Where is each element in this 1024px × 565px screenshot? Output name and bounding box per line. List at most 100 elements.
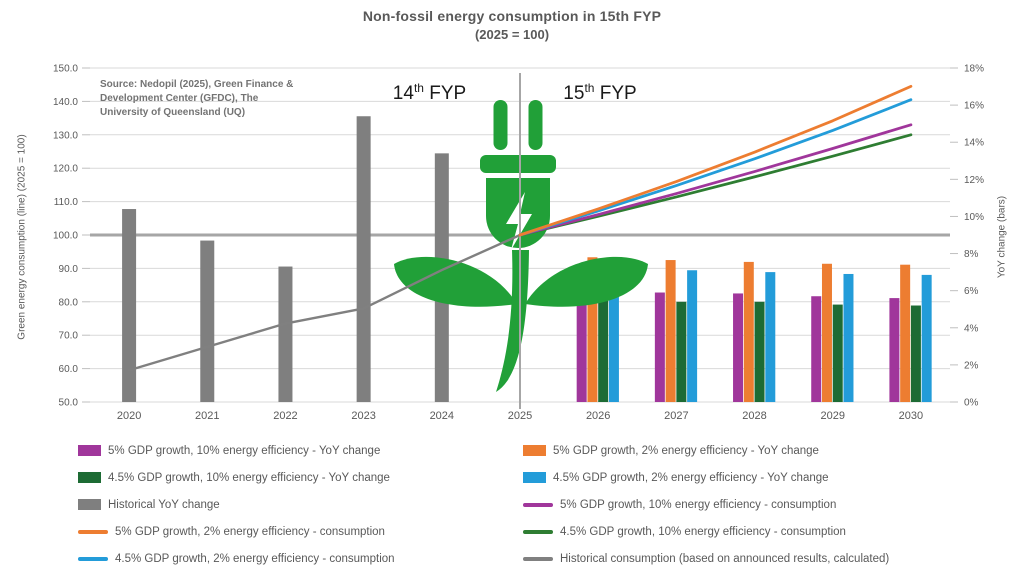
legend-item: Historical YoY change <box>78 491 395 518</box>
legend-left: 5% GDP growth, 10% energy efficiency - Y… <box>78 437 395 565</box>
x-axis-tick-label: 2025 <box>508 410 532 422</box>
legend-square-swatch <box>78 472 101 483</box>
bar-gdp45-eff10-yoy-2029 <box>832 304 843 402</box>
plug-prong-left <box>493 100 508 150</box>
left-axis-tick-label: 70.0 <box>59 331 79 342</box>
left-axis-tick-label: 120.0 <box>53 164 78 175</box>
bar-gdp45-eff2-yoy-2027 <box>687 270 698 402</box>
bar-gdp5-eff10-yoy-2026 <box>576 288 587 402</box>
bar-historical-yoy-2021 <box>200 240 215 402</box>
left-axis-tick-label: 60.0 <box>59 364 79 375</box>
right-axis-tick-label: 6% <box>964 286 979 297</box>
legend-line-swatch <box>78 556 108 561</box>
bar-gdp5-eff2-yoy-2026 <box>587 257 598 402</box>
legend-label: 4.5% GDP growth, 2% energy efficiency - … <box>553 471 829 484</box>
bar-gdp5-eff2-yoy-2030 <box>900 264 911 402</box>
left-axis-title: Green energy consumption (line) (2025 = … <box>16 134 28 340</box>
legend-label: 4.5% GDP growth, 10% energy efficiency -… <box>108 471 390 484</box>
fyp-highlight-band <box>339 75 680 433</box>
bar-gdp45-eff2-yoy-2028 <box>765 272 776 402</box>
fyp-label-left: 14th FYP <box>393 81 466 104</box>
legend-item: Historical consumption (based on announc… <box>523 545 889 565</box>
legend-item: 4.5% GDP growth, 10% energy efficiency -… <box>523 518 889 545</box>
legend-label: 4.5% GDP growth, 2% energy efficiency - … <box>115 552 395 565</box>
left-axis-tick-label: 80.0 <box>59 297 79 308</box>
x-axis-tick-label: 2027 <box>664 410 688 422</box>
x-axis-tick-label: 2029 <box>820 410 844 422</box>
bar-historical-yoy-2023 <box>356 116 371 402</box>
plug-prong-right <box>528 100 543 150</box>
bar-gdp45-eff2-yoy-2030 <box>921 274 932 402</box>
source-line-1: Source: Nedopil (2025), Green Finance & <box>100 79 294 90</box>
bar-gdp5-eff10-yoy-2027 <box>654 292 665 402</box>
bar-historical-yoy-2022 <box>278 266 293 402</box>
legend-label: 5% GDP growth, 10% energy efficiency - Y… <box>108 444 381 457</box>
left-axis-tick-label: 100.0 <box>53 231 78 242</box>
chart-subtitle: (2025 = 100) <box>474 27 550 42</box>
bar-gdp45-eff10-yoy-2028 <box>754 301 765 402</box>
plug-collar <box>480 155 556 173</box>
legend-line-swatch <box>78 529 108 534</box>
x-axis-tick-label: 2024 <box>430 410 454 422</box>
x-axis-tick-label: 2022 <box>273 410 297 422</box>
legend-label: Historical YoY change <box>108 498 220 511</box>
right-axis-tick-label: 18% <box>964 64 984 75</box>
legend-label: Historical consumption (based on announc… <box>560 552 890 565</box>
legend-item: 5% GDP growth, 10% energy efficiency - c… <box>523 491 889 518</box>
legend-item: 5% GDP growth, 10% energy efficiency - Y… <box>78 437 395 464</box>
right-axis-tick-label: 0% <box>964 398 979 409</box>
right-axis-tick-label: 12% <box>964 175 984 186</box>
line-gdp5-eff2-consumption <box>518 84 913 237</box>
bar-gdp45-eff2-yoy-2029 <box>843 273 854 402</box>
x-axis-tick-label: 2026 <box>586 410 610 422</box>
left-axis-tick-label: 50.0 <box>59 398 79 409</box>
line-historical-consumption <box>127 233 522 372</box>
x-axis-tick-label: 2028 <box>742 410 766 422</box>
leaf-right <box>525 256 648 307</box>
legend-line-swatch <box>523 502 553 507</box>
legend-item: 5% GDP growth, 2% energy efficiency - co… <box>78 518 395 545</box>
right-axis-tick-label: 8% <box>964 249 979 260</box>
legend-item: 4.5% GDP growth, 2% energy efficiency - … <box>523 464 889 491</box>
legend-square-swatch <box>78 445 101 456</box>
right-axis-tick-label: 2% <box>964 360 979 371</box>
source-line-3: University of Queensland (UQ) <box>100 107 246 118</box>
left-axis-tick-label: 110.0 <box>54 197 79 208</box>
legend-item: 5% GDP growth, 2% energy efficiency - Yo… <box>523 437 889 464</box>
legend-line-swatch <box>523 529 553 534</box>
legend-square-swatch <box>523 472 546 483</box>
legend-square-swatch <box>523 445 546 456</box>
bar-gdp45-eff10-yoy-2026 <box>598 299 609 402</box>
leaf-left <box>394 256 517 307</box>
bar-historical-yoy-2020 <box>122 209 137 402</box>
x-axis-tick-label: 2023 <box>351 410 375 422</box>
bar-gdp5-eff2-yoy-2028 <box>743 261 754 402</box>
legend-item: 4.5% GDP growth, 10% energy efficiency -… <box>78 464 395 491</box>
bar-gdp45-eff10-yoy-2027 <box>676 301 687 402</box>
left-axis-tick-label: 140.0 <box>53 97 78 108</box>
bar-gdp5-eff2-yoy-2027 <box>665 260 676 402</box>
legend-item: 4.5% GDP growth, 2% energy efficiency - … <box>78 545 395 565</box>
right-axis-tick-label: 16% <box>964 101 984 112</box>
bar-gdp5-eff10-yoy-2030 <box>889 298 900 402</box>
bar-gdp45-eff2-yoy-2026 <box>608 268 619 402</box>
bar-gdp5-eff2-yoy-2029 <box>821 263 832 402</box>
left-axis-tick-label: 130.0 <box>53 130 78 141</box>
bar-gdp5-eff10-yoy-2029 <box>811 296 822 402</box>
source-note: Source: Nedopil (2025), Green Finance & … <box>100 78 350 120</box>
left-axis-tick-label: 90.0 <box>59 264 79 275</box>
line-gdp5-eff10-consumption <box>518 123 913 237</box>
line-gdp45-eff2-consumption <box>518 98 913 237</box>
chart-title: Non-fossil energy consumption in 15th FY… <box>362 8 662 24</box>
legend-label: 5% GDP growth, 2% energy efficiency - Yo… <box>553 444 819 457</box>
right-axis-title: YoY change (bars) <box>996 195 1008 279</box>
legend-square-swatch <box>78 499 101 510</box>
right-axis-tick-label: 14% <box>964 138 984 149</box>
legend-label: 5% GDP growth, 2% energy efficiency - co… <box>115 525 385 538</box>
legend-line-swatch <box>523 556 553 561</box>
bar-gdp45-eff10-yoy-2030 <box>910 305 921 402</box>
legend-label: 4.5% GDP growth, 10% energy efficiency -… <box>560 525 846 538</box>
x-axis-tick-label: 2020 <box>117 410 141 422</box>
fyp-label-right: 15th FYP <box>563 81 636 104</box>
legend-right: 5% GDP growth, 2% energy efficiency - Yo… <box>523 437 889 565</box>
